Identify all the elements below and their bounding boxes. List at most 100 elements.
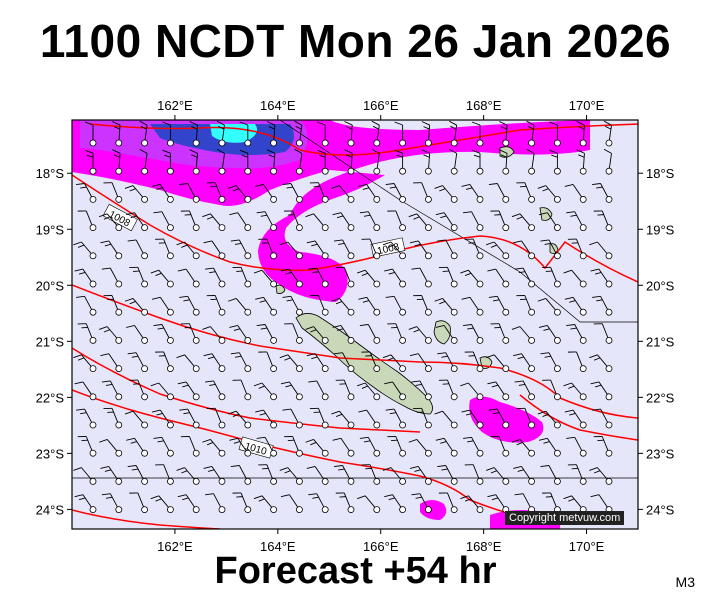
wind-barb-icon (126, 437, 149, 457)
wind-barb-icon (205, 267, 226, 288)
wind-barb-icon (359, 211, 381, 232)
wind-barb-icon (279, 467, 303, 485)
wind-barb-icon (460, 495, 484, 514)
wind-barb-icon (317, 149, 329, 175)
rain-area-east (469, 396, 544, 443)
wind-barb-icon (228, 185, 252, 203)
wind-barb-icon (101, 493, 123, 514)
wind-barb-icon (255, 409, 278, 429)
wind-barb-icon (309, 407, 329, 429)
lon-label-top: 162°E (157, 98, 193, 113)
wind-barb-icon (180, 436, 200, 457)
wind-barb-icon (256, 324, 278, 344)
wind-barb-icon (100, 240, 123, 260)
wind-barb-icon (499, 121, 510, 147)
wind-barb-icon (603, 120, 613, 147)
wind-barb-icon (563, 382, 587, 401)
wind-barb-icon (471, 149, 484, 175)
wind-barb-icon (139, 148, 149, 175)
wind-barb-icon (331, 410, 355, 429)
wind-barb-icon (279, 241, 303, 260)
map-graticule: 162°E 162°E 164°E 164°E 166°E 166°E 168°E 168°E… (36, 98, 675, 554)
wind-barb-icon (258, 351, 278, 373)
wind-barb-icon (488, 408, 510, 429)
wind-barb-icon (202, 438, 226, 457)
wind-barb-icon (564, 296, 587, 316)
wind-barb-icon (294, 120, 303, 147)
wind-barb-icon (280, 268, 303, 288)
wind-barb-icon (155, 238, 174, 260)
wind-barb-icon (361, 238, 381, 260)
wind-barb-icon (232, 492, 252, 514)
wind-barb-icon (177, 268, 200, 288)
wind-barb-icon (387, 436, 407, 457)
wind-barb-icon (139, 120, 149, 147)
wind-barb-icon (162, 121, 174, 147)
lat-label-left: 18°S (36, 166, 65, 181)
wind-barb-icon (150, 269, 174, 288)
wind-barb-icon (486, 241, 510, 260)
wind-barb-icon (490, 323, 510, 344)
wind-barb-icon (358, 184, 381, 203)
wind-barb-icon (540, 352, 561, 373)
wind-barb-icon (150, 382, 174, 401)
wind-barb-icon (103, 182, 123, 203)
lat-label-right: 18°S (646, 166, 675, 181)
wind-barb-icon (177, 494, 200, 514)
lat-label-left: 20°S (36, 278, 65, 293)
wind-barb-icon (153, 211, 174, 232)
wind-barb-icon (513, 353, 535, 373)
wind-barb-icon (357, 495, 381, 514)
lat-label-right: 19°S (646, 222, 675, 237)
wind-barb-icon (99, 213, 123, 232)
wind-barb-icon (411, 267, 432, 288)
wind-barb-icon (359, 324, 381, 344)
wind-barb-icon (464, 464, 484, 485)
wind-barb-icon (387, 210, 407, 232)
wind-barb-icon (124, 185, 149, 203)
wind-barb-icon (151, 296, 174, 316)
wind-barb-icon (408, 438, 432, 457)
wind-barb-icon (540, 239, 561, 260)
wind-barb-icon (255, 296, 278, 316)
lat-label-left: 23°S (36, 446, 65, 461)
wind-barb-icon (487, 381, 510, 401)
wind-barb-icon (357, 269, 381, 288)
wind-barb-icon (127, 239, 149, 260)
wind-barb-icon (471, 121, 484, 147)
wind-barb-icon (593, 436, 613, 457)
wind-barb-icon (537, 185, 561, 203)
wind-barbs (73, 120, 613, 514)
wind-barb-icon (305, 438, 329, 457)
wind-barb-icon (232, 266, 252, 288)
wind-barb-icon (112, 149, 123, 175)
wind-barb-icon (516, 295, 535, 316)
wind-barb-icon (284, 323, 303, 344)
wind-barb-icon (434, 410, 458, 429)
wind-barb-icon (486, 354, 510, 373)
wind-barb-icon (576, 121, 587, 147)
wind-barb-icon (74, 268, 97, 288)
wind-barb-icon (567, 464, 587, 485)
wind-barb-icon (266, 149, 278, 175)
wind-barb-icon (537, 297, 561, 316)
wind-barb-icon (589, 467, 613, 485)
wind-barb-icon (280, 494, 303, 514)
wind-barb-icon (308, 493, 329, 514)
wind-barb-icon (448, 148, 458, 175)
wind-barb-icon (382, 467, 407, 485)
wind-barb-icon (77, 210, 97, 232)
wind-barb-icon (511, 326, 535, 344)
wind-barb-icon (434, 297, 458, 316)
wind-barb-icon (490, 436, 510, 457)
wind-barb-icon (206, 182, 226, 203)
wind-barb-icon (179, 295, 200, 316)
wind-barb-icon (334, 465, 355, 485)
wind-barb-icon (438, 379, 458, 401)
wind-barb-icon (256, 211, 278, 232)
wind-barb-icon (305, 326, 329, 344)
wind-barb-icon (542, 266, 561, 288)
lon-label-top: 170°E (569, 98, 605, 113)
wind-barb-icon (411, 380, 432, 401)
wind-barb-icon (592, 408, 613, 429)
